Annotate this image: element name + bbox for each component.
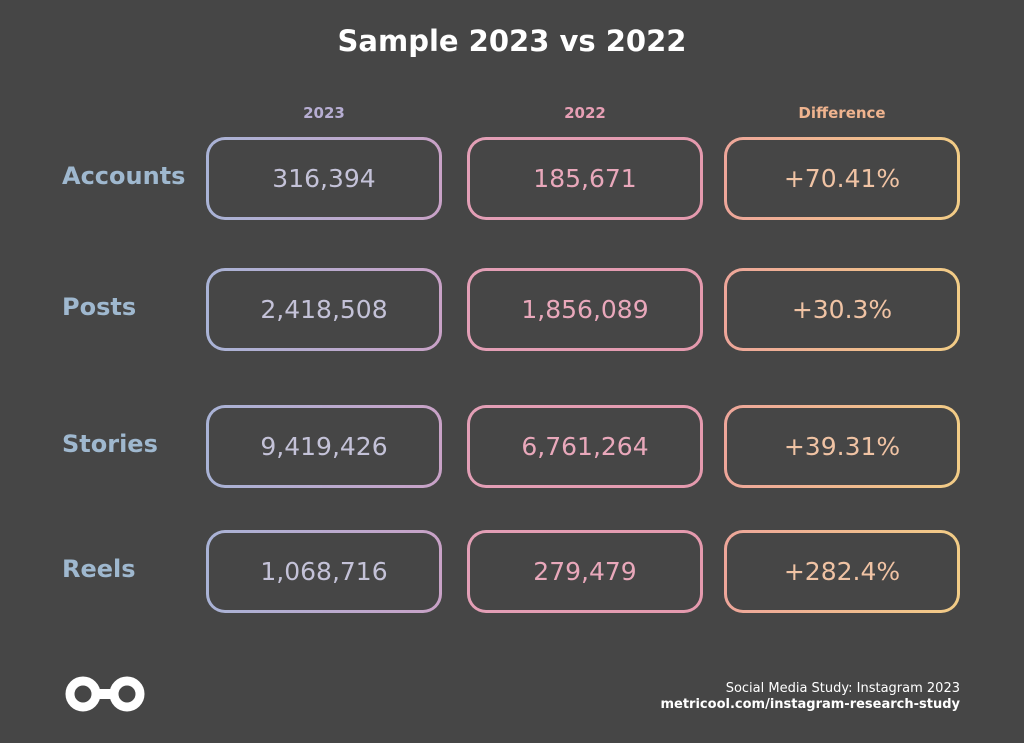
column-header-2022: 2022: [564, 104, 606, 122]
row-label-stories: Stories: [62, 430, 158, 458]
cell-posts-2022: 1,856,089: [467, 268, 703, 351]
cell-reels-difference: +282.4%: [724, 530, 960, 613]
cell-value: 279,479: [470, 533, 700, 610]
cell-stories-2022: 6,761,264: [467, 405, 703, 488]
footer-study: Social Media Study: Instagram 2023: [725, 681, 960, 696]
cell-value: 1,068,716: [209, 533, 439, 610]
cell-value: 6,761,264: [470, 408, 700, 485]
cell-posts-difference: +30.3%: [724, 268, 960, 351]
cell-value: 316,394: [209, 140, 439, 217]
cell-value: 1,856,089: [470, 271, 700, 348]
row-label-accounts: Accounts: [62, 162, 186, 190]
cell-accounts-2023: 316,394: [206, 137, 442, 220]
chart-title: Sample 2023 vs 2022: [337, 24, 687, 58]
metricool-logo-icon: [64, 675, 146, 717]
row-label-reels: Reels: [62, 555, 136, 583]
cell-value: 2,418,508: [209, 271, 439, 348]
cell-accounts-2022: 185,671: [467, 137, 703, 220]
column-header-2023: 2023: [303, 104, 345, 122]
footer-url[interactable]: metricool.com/instagram-research-study: [660, 697, 960, 712]
cell-value: +30.3%: [727, 271, 957, 348]
cell-accounts-difference: +70.41%: [724, 137, 960, 220]
cell-stories-2023: 9,419,426: [206, 405, 442, 488]
cell-value: +70.41%: [727, 140, 957, 217]
cell-reels-2022: 279,479: [467, 530, 703, 613]
cell-reels-2023: 1,068,716: [206, 530, 442, 613]
cell-value: +282.4%: [727, 533, 957, 610]
cell-posts-2023: 2,418,508: [206, 268, 442, 351]
row-label-posts: Posts: [62, 293, 137, 321]
cell-value: +39.31%: [727, 408, 957, 485]
cell-stories-difference: +39.31%: [724, 405, 960, 488]
cell-value: 185,671: [470, 140, 700, 217]
cell-value: 9,419,426: [209, 408, 439, 485]
column-header-difference: Difference: [798, 104, 886, 122]
